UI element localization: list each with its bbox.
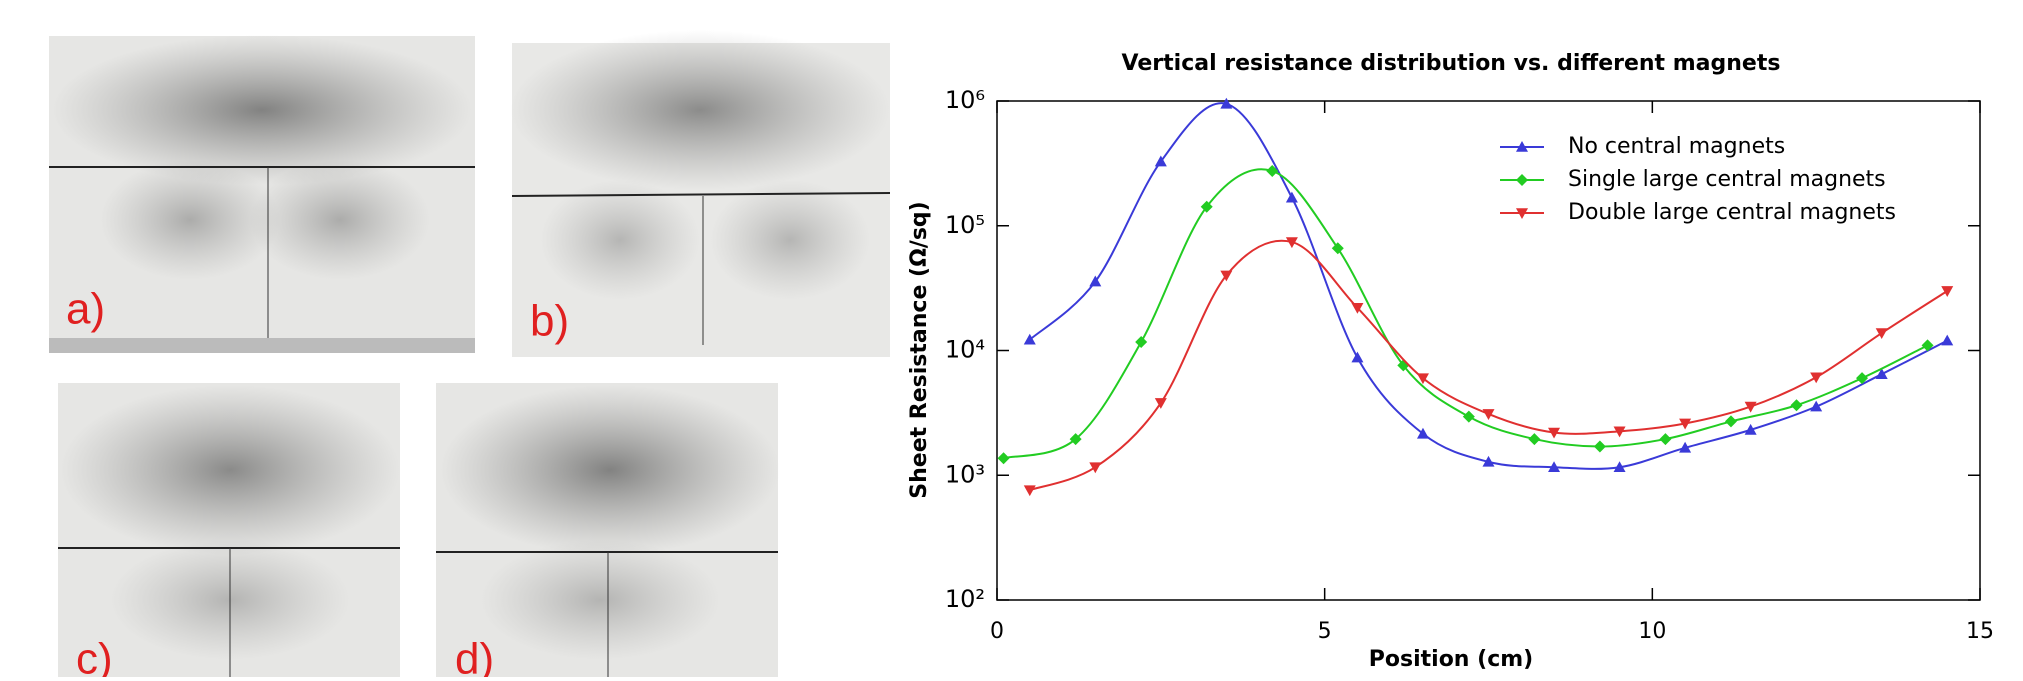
panel-label: d) — [455, 635, 494, 677]
photo-b — [510, 30, 891, 357]
y-axis-label: Sheet Resistance (Ω/sq) — [907, 201, 932, 498]
marker — [1679, 418, 1692, 430]
marker — [1613, 461, 1626, 473]
y-tick-label: 10⁴ — [945, 336, 985, 364]
marker — [1875, 368, 1888, 379]
marker — [1220, 270, 1233, 282]
marker — [1266, 164, 1279, 177]
marker — [1416, 373, 1429, 385]
marker — [1810, 372, 1823, 384]
marker — [1810, 400, 1823, 412]
legend-marker — [1516, 141, 1528, 152]
legend-label: Double large central magnets — [1568, 200, 1896, 225]
photo-d — [436, 383, 780, 677]
panel-label: b) — [530, 297, 569, 346]
marker — [1089, 275, 1102, 287]
marker — [1659, 433, 1672, 446]
marker — [1613, 426, 1626, 438]
marker — [1482, 455, 1495, 467]
x-tick-label: 5 — [1318, 619, 1332, 644]
marker — [1548, 461, 1561, 473]
y-tick-label: 10⁶ — [945, 86, 985, 114]
marker — [1921, 339, 1934, 352]
marker — [1856, 372, 1869, 385]
marker — [1548, 427, 1561, 439]
marker — [1351, 351, 1364, 363]
panel-label: a) — [66, 285, 105, 334]
marker — [1351, 302, 1364, 314]
marker — [1220, 97, 1233, 109]
marker — [1285, 191, 1298, 203]
legend-label: Single large central magnets — [1568, 167, 1886, 192]
y-tick-label: 10⁵ — [945, 211, 985, 239]
photo-c — [58, 383, 400, 677]
marker — [1593, 440, 1606, 453]
marker — [1416, 427, 1429, 439]
x-tick-label: 15 — [1966, 619, 1994, 644]
photo-a — [49, 35, 475, 353]
marker — [1875, 328, 1888, 340]
series-line — [1029, 239, 1948, 492]
marker — [1154, 155, 1167, 167]
legend-label: No central magnets — [1568, 134, 1785, 159]
series-line — [1029, 102, 1948, 470]
panel-label: c) — [76, 635, 113, 677]
marker — [1744, 401, 1757, 413]
marker — [1462, 410, 1475, 423]
marker — [1528, 433, 1541, 446]
marker — [1285, 237, 1298, 249]
marker — [1941, 286, 1954, 297]
chart-title: Vertical resistance distribution vs. dif… — [1122, 51, 1781, 76]
marker — [1724, 415, 1737, 428]
x-tick-label: 10 — [1638, 619, 1666, 644]
marker — [1941, 334, 1954, 346]
marker — [1023, 485, 1036, 497]
marker — [1154, 398, 1167, 409]
x-tick-label: 0 — [990, 619, 1004, 644]
marker — [997, 452, 1010, 465]
marker — [1069, 433, 1082, 446]
legend-marker — [1516, 208, 1528, 219]
marker — [1482, 409, 1495, 420]
marker — [1023, 333, 1036, 345]
y-tick-label: 10² — [945, 585, 985, 613]
marker — [1200, 200, 1213, 213]
marker — [1331, 242, 1344, 255]
marker — [1135, 335, 1148, 348]
marker — [1089, 462, 1102, 474]
series-line — [1003, 168, 1929, 460]
marker — [1679, 441, 1692, 453]
marker — [1744, 423, 1757, 435]
marker — [1790, 399, 1803, 412]
legend-marker — [1516, 174, 1528, 186]
y-tick-label: 10³ — [945, 460, 985, 488]
x-axis-label: Position (cm) — [1369, 647, 1533, 672]
